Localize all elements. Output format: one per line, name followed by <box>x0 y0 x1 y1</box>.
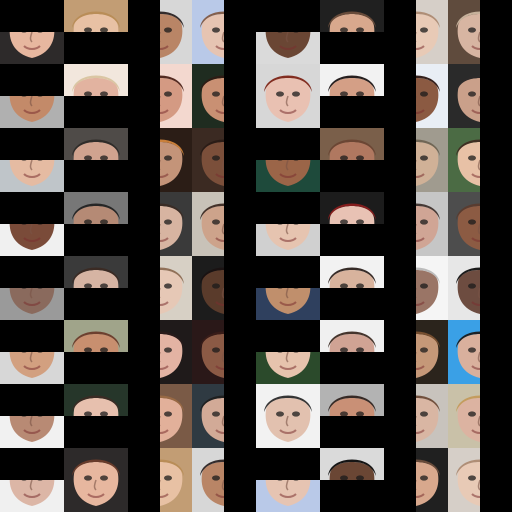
black-mask-bar <box>320 96 384 128</box>
black-mask-bar <box>480 0 512 512</box>
black-mask-bar <box>320 480 384 512</box>
black-mask-bar <box>320 160 384 192</box>
black-mask-bar <box>128 0 160 512</box>
black-mask-bar <box>320 416 384 448</box>
black-mask-bar <box>0 192 64 224</box>
face-tile <box>64 448 128 512</box>
black-mask-bar <box>256 256 320 288</box>
black-mask-bar <box>0 384 64 416</box>
black-mask-bar <box>64 32 128 64</box>
black-mask-bar <box>320 32 384 64</box>
black-mask-bar <box>64 416 128 448</box>
black-mask-bar <box>320 224 384 256</box>
black-mask-bar <box>256 128 320 160</box>
black-mask-bar <box>64 352 128 384</box>
black-mask-bar <box>0 64 64 96</box>
black-mask-bar <box>64 224 128 256</box>
black-mask-bar <box>256 448 320 480</box>
black-mask-bar <box>64 96 128 128</box>
black-mask-bar <box>0 320 64 352</box>
black-mask-bar <box>0 448 64 480</box>
black-mask-bar <box>0 0 64 32</box>
black-mask-bar <box>256 0 320 32</box>
black-mask-bar <box>64 288 128 320</box>
black-mask-bar <box>320 352 384 384</box>
face-tile <box>256 64 320 128</box>
black-mask-bar <box>0 256 64 288</box>
black-mask-bar <box>64 160 128 192</box>
black-mask-bar <box>384 0 416 512</box>
black-mask-bar <box>320 288 384 320</box>
black-mask-bar <box>0 128 64 160</box>
black-mask-bar <box>224 0 256 512</box>
black-mask-bar <box>256 192 320 224</box>
face-tile <box>256 384 320 448</box>
black-mask-bar <box>256 320 320 352</box>
